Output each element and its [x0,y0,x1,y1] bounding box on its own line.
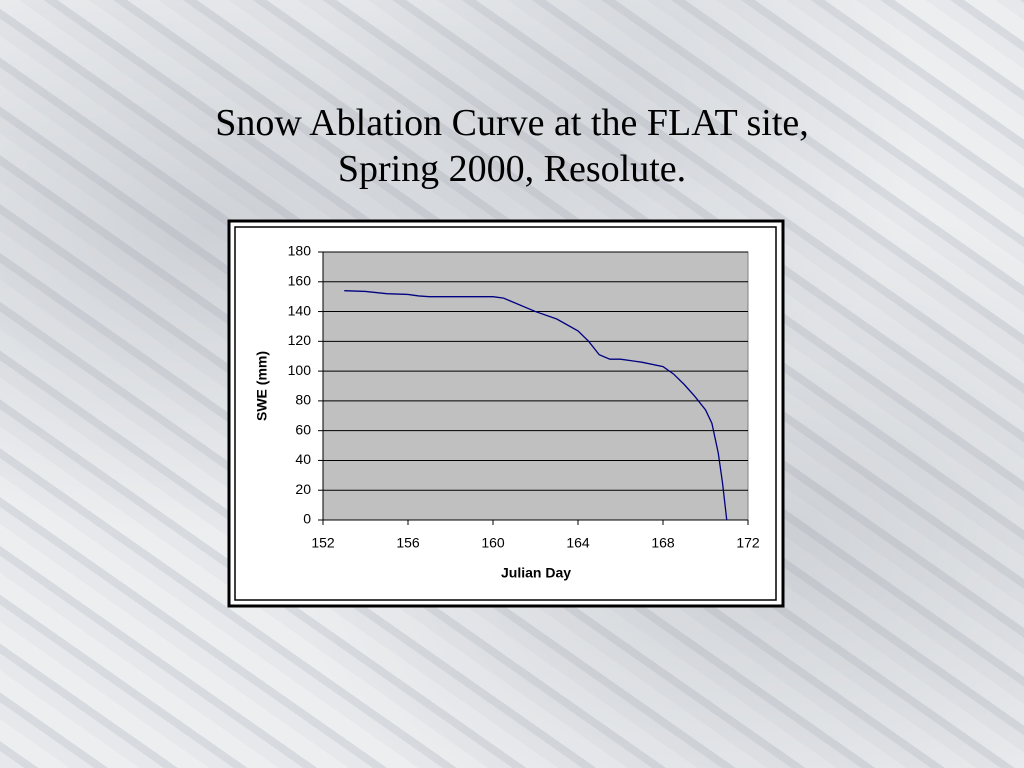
y-tick-label: 60 [295,421,311,437]
y-tick-label: 120 [288,332,312,348]
x-tick-label: 156 [396,535,420,551]
y-tick-label: 20 [295,481,311,497]
x-tick-label: 160 [481,535,505,551]
y-tick-label: 0 [303,511,311,527]
y-tick-label: 80 [295,392,311,408]
x-tick-label: 152 [311,535,335,551]
x-tick-label: 168 [651,535,675,551]
y-tick-label: 140 [288,302,312,318]
x-axis-label: Julian Day [501,565,571,581]
y-axis-label: SWE (mm) [254,351,270,421]
slide-title: Snow Ablation Curve at the FLAT site, Sp… [215,102,809,190]
y-tick-label: 100 [288,362,312,378]
plot-area [322,251,749,521]
data-line [344,290,728,521]
x-tick-label: 164 [566,535,590,551]
x-tick-label: 172 [736,535,760,551]
y-tick-label: 40 [295,451,311,467]
y-tick-label: 180 [288,243,312,259]
y-tick-label: 160 [288,272,312,288]
